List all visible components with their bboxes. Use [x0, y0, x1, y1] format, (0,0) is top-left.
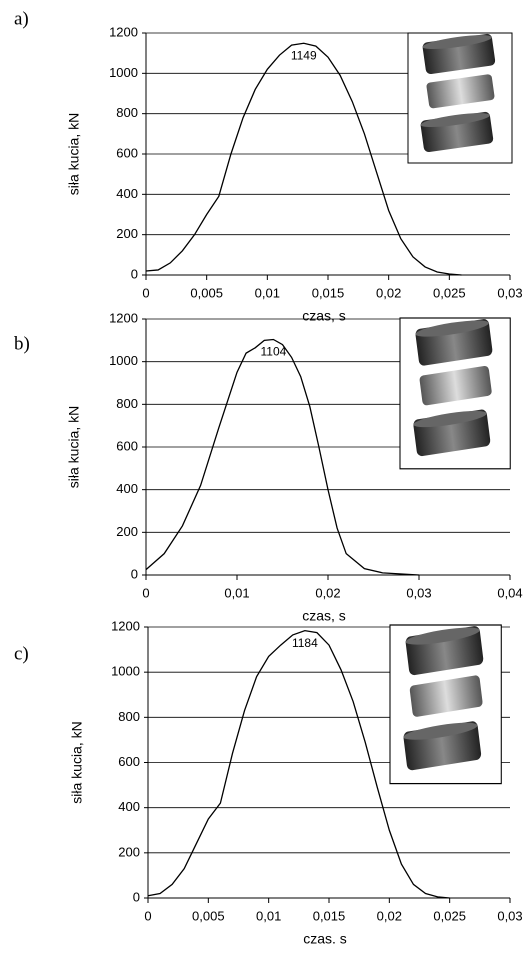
x-axis-label: czas. s: [303, 931, 347, 947]
y-tick-label: 1000: [109, 353, 138, 368]
x-tick-label: 0,02: [315, 585, 340, 600]
x-axis-label: czas, s: [302, 308, 346, 324]
y-tick-label: 200: [116, 524, 138, 539]
x-tick-label: 0,03: [497, 285, 522, 300]
y-tick-label: 400: [116, 186, 138, 201]
y-tick-label: 800: [116, 396, 138, 411]
panel-label: a): [14, 8, 29, 29]
x-tick-label: 0,01: [255, 285, 280, 300]
panel-label: c): [14, 643, 29, 664]
x-tick-label: 0,025: [433, 908, 466, 923]
x-tick-label: 0: [144, 908, 151, 923]
y-tick-label: 800: [116, 105, 138, 120]
inset-image: [389, 623, 502, 785]
y-axis-label: siła kucia, kN: [69, 721, 85, 803]
x-tick-label: 0,01: [256, 908, 281, 923]
x-tick-label: 0,02: [376, 285, 401, 300]
y-tick-label: 1200: [109, 24, 138, 39]
x-tick-label: 0,015: [313, 908, 346, 923]
y-tick-label: 1000: [109, 65, 138, 80]
x-tick-label: 0,015: [312, 285, 345, 300]
y-tick-label: 400: [118, 799, 140, 814]
x-tick-label: 0,005: [192, 908, 225, 923]
annotation: 1104: [260, 345, 286, 359]
panel-label: b): [14, 333, 30, 354]
x-tick-label: 0,01: [224, 585, 249, 600]
inset-image: [399, 316, 511, 470]
x-axis-label: czas, s: [302, 608, 346, 624]
inset-image: [407, 31, 513, 164]
y-tick-label: 800: [118, 709, 140, 724]
x-tick-label: 0,025: [433, 285, 466, 300]
data-line: [147, 629, 450, 899]
y-tick-label: 1200: [111, 618, 140, 633]
annotation: 1149: [291, 48, 317, 62]
data-line: [145, 42, 462, 276]
data-line: [145, 338, 420, 576]
x-tick-label: 0,005: [190, 285, 223, 300]
x-tick-label: 0: [142, 285, 149, 300]
y-tick-label: 1200: [109, 310, 138, 325]
annotation: 1184: [292, 636, 318, 650]
x-tick-label: 0,03: [406, 585, 431, 600]
y-tick-label: 200: [116, 226, 138, 241]
y-tick-label: 0: [133, 889, 140, 904]
y-tick-label: 600: [118, 754, 140, 769]
y-tick-label: 600: [116, 145, 138, 160]
y-axis-label: siła kucia, kN: [66, 406, 82, 488]
y-tick-label: 200: [118, 844, 140, 859]
y-tick-label: 0: [131, 566, 138, 581]
y-axis-label: siła kucia, kN: [66, 113, 82, 195]
y-tick-label: 600: [116, 438, 138, 453]
x-tick-label: 0,02: [377, 908, 402, 923]
y-tick-label: 1000: [111, 664, 140, 679]
x-tick-label: 0: [142, 585, 149, 600]
x-tick-label: 0,04: [497, 585, 522, 600]
y-tick-label: 0: [131, 266, 138, 281]
x-tick-label: 0,03: [497, 908, 522, 923]
y-tick-label: 400: [116, 481, 138, 496]
